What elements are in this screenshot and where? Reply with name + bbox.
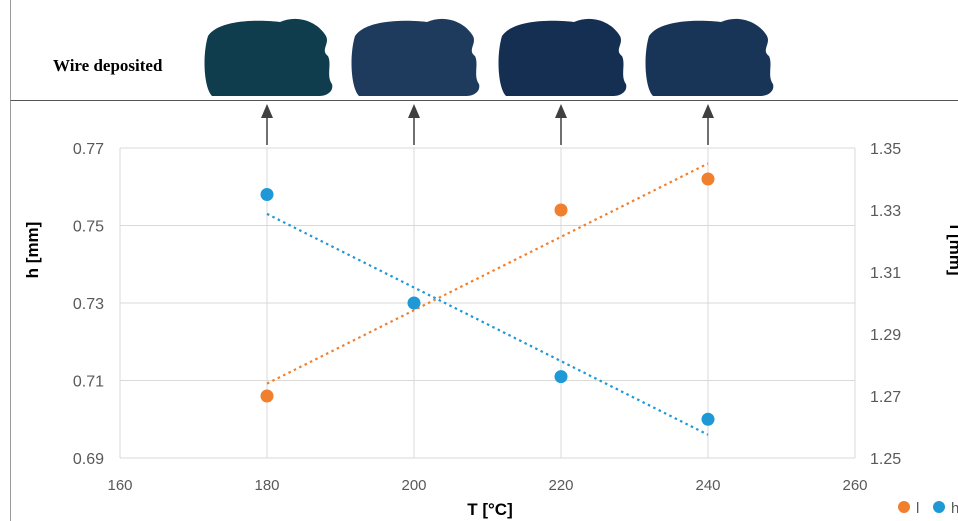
y-right-tick-label: 1.31	[870, 265, 901, 282]
x-tick-label: 180	[254, 477, 279, 494]
y-left-tick-label: 0.73	[73, 296, 104, 313]
arrow-head	[261, 104, 273, 118]
data-point-h	[554, 370, 568, 384]
y-right-axis-label: l [mm]	[946, 225, 958, 276]
data-point-h	[701, 412, 715, 426]
data-point-h	[407, 296, 421, 310]
arrow-head	[702, 104, 714, 118]
legend-label-l: l	[916, 500, 919, 517]
legend-marker-h	[933, 501, 945, 513]
y-left-tick-label: 0.75	[73, 219, 104, 236]
data-point-h	[260, 188, 274, 201]
wire-cross-section-image	[645, 18, 774, 96]
plot-frame	[10, 101, 958, 521]
arrow-head	[555, 104, 567, 118]
trendline-h	[266, 212, 709, 436]
legend-marker-l	[898, 501, 910, 513]
wire-deposited-banner: Wire deposited	[10, 0, 958, 101]
y-right-tick-label: 1.35	[870, 141, 901, 158]
image-arrows	[261, 104, 714, 145]
data-point-l	[701, 172, 715, 186]
x-tick-label: 260	[842, 477, 867, 494]
arrow-head	[408, 104, 420, 118]
banner-label: Wire deposited	[53, 56, 163, 75]
y-left-tick-label: 0.71	[73, 374, 104, 391]
x-axis-label: T [°C]	[467, 500, 513, 519]
wire-cross-section-image	[351, 18, 480, 96]
data-point-l	[554, 203, 568, 217]
tick-labels: 160 180 200 220 240 260 0.69 0.71 0.73 0.75 0.77 1.…	[73, 141, 901, 494]
legend-label-h: h	[951, 500, 958, 517]
trendline-l	[266, 162, 709, 385]
y-left-tick-label: 0.69	[73, 451, 104, 468]
y-left-tick-label: 0.77	[73, 141, 104, 158]
x-tick-label: 200	[401, 477, 426, 494]
x-tick-label: 160	[107, 477, 132, 494]
wire-cross-section-image	[204, 18, 333, 96]
y-left-axis-label: h [mm]	[23, 222, 42, 279]
y-right-tick-label: 1.27	[870, 389, 901, 406]
wire-images	[204, 18, 774, 96]
grid-lines	[119, 147, 856, 459]
data-points	[260, 172, 715, 426]
data-point-l	[260, 389, 274, 403]
y-right-tick-label: 1.25	[870, 451, 901, 468]
x-tick-label: 220	[548, 477, 573, 494]
wire-cross-section-image	[498, 18, 627, 96]
y-right-tick-label: 1.33	[870, 203, 901, 220]
x-tick-label: 240	[695, 477, 720, 494]
trend-lines	[266, 162, 709, 436]
y-right-tick-label: 1.29	[870, 327, 901, 344]
axis-labels: T [°C] h [mm] l [mm]	[23, 222, 958, 519]
